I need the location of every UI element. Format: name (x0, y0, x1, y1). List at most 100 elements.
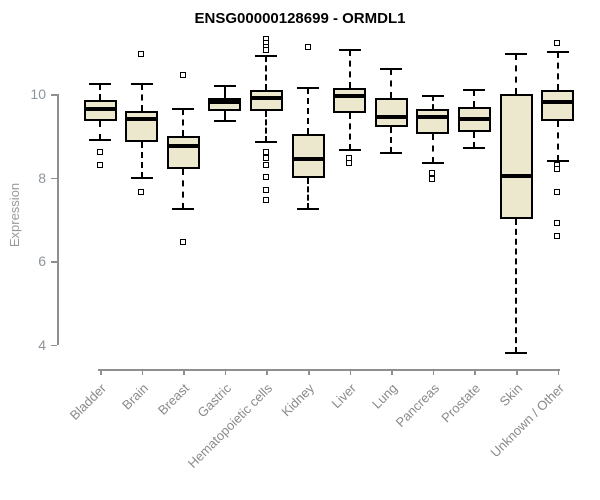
x-tick-unknown-other (557, 369, 560, 375)
box-brain (125, 110, 159, 143)
median-brain (125, 117, 159, 122)
whisker-cap-low-lung (380, 151, 403, 154)
whisker-cap-high-breast (172, 107, 195, 110)
outlier-unknown-other (554, 165, 561, 172)
whisker-high-bladder (99, 83, 101, 101)
x-tick-hematopoietic-cells (266, 369, 268, 375)
outlier-breast (179, 238, 186, 245)
whisker-cap-high-gastric (213, 84, 236, 87)
whisker-cap-high-brain (130, 82, 153, 85)
whisker-low-liver (348, 112, 351, 151)
y-tick (51, 94, 57, 96)
whisker-cap-low-prostate (463, 147, 486, 150)
whisker-high-skin (515, 54, 517, 94)
whisker-high-liver (348, 50, 351, 88)
whisker-high-gastric (223, 85, 226, 99)
whisker-low-hematopoietic-cells (265, 110, 268, 143)
whisker-cap-low-breast (172, 208, 195, 211)
whisker-low-lung (390, 127, 393, 153)
box-hematopoietic-cells (249, 89, 283, 111)
y-tick-label-4: 4 (38, 336, 46, 353)
whisker-cap-low-skin (505, 352, 527, 355)
whisker-high-brain (140, 83, 143, 111)
whisker-high-pancreas (431, 96, 434, 109)
outlier-kidney (304, 44, 311, 51)
whisker-cap-low-pancreas (421, 162, 444, 165)
median-pancreas (416, 115, 450, 119)
y-axis-line (57, 94, 59, 345)
x-tick-liver (349, 369, 352, 375)
y-tick (51, 261, 57, 263)
y-tick-label-10: 10 (30, 86, 46, 102)
outlier-bladder (96, 149, 103, 156)
whisker-cap-high-pancreas (421, 95, 444, 98)
outlier-bladder (96, 161, 103, 168)
outlier-hematopoietic-cells (262, 161, 269, 168)
whisker-high-breast (182, 108, 185, 136)
x-tick-bladder (100, 369, 102, 375)
box-pancreas (416, 108, 450, 134)
whisker-low-kidney (307, 177, 309, 210)
whisker-cap-high-prostate (463, 88, 486, 91)
x-tick-prostate (474, 369, 476, 375)
outlier-pancreas (429, 169, 436, 176)
y-tick-label-6: 6 (38, 253, 46, 270)
outlier-brain (138, 50, 145, 57)
whisker-low-unknown-other (556, 121, 559, 161)
x-tick-kidney (308, 369, 310, 375)
whisker-cap-low-brain (130, 176, 153, 179)
y-axis-label: Expression (7, 182, 22, 248)
whisker-cap-high-lung (380, 67, 403, 70)
whisker-cap-high-hematopoietic-cells (255, 55, 278, 58)
chart-title: ENSG00000128699 - ORMDL1 (194, 10, 406, 27)
outlier-unknown-other (554, 188, 561, 195)
median-liver (333, 94, 367, 99)
whisker-cap-high-bladder (89, 82, 111, 85)
median-kidney (291, 156, 325, 161)
median-breast (166, 144, 200, 149)
outlier-hematopoietic-cells (262, 155, 269, 162)
whisker-high-unknown-other (556, 52, 559, 90)
x-tick-pancreas (432, 369, 435, 375)
outlier-unknown-other (554, 232, 561, 239)
box-bladder (83, 100, 117, 122)
median-lung (374, 115, 408, 119)
outlier-hematopoietic-cells (262, 197, 269, 204)
box-breast (166, 135, 200, 170)
y-tick-label-8: 8 (38, 169, 46, 186)
x-tick-brain (141, 369, 144, 375)
whisker-cap-high-liver (338, 49, 361, 52)
median-bladder (83, 106, 117, 111)
outlier-breast (179, 71, 186, 78)
whisker-cap-low-kidney (297, 208, 319, 211)
x-tick-lung (391, 369, 393, 375)
median-unknown-other (541, 100, 575, 105)
outlier-hematopoietic-cells (262, 186, 269, 193)
outlier-liver (346, 159, 353, 166)
outlier-hematopoietic-cells (262, 174, 269, 181)
whisker-cap-high-skin (505, 53, 527, 56)
whisker-low-pancreas (431, 133, 434, 163)
median-skin (499, 173, 533, 178)
box-unknown-other (541, 89, 575, 122)
whisker-high-lung (390, 68, 393, 99)
whisker-low-bladder (99, 121, 101, 140)
median-prostate (457, 117, 491, 122)
x-axis-line (98, 369, 560, 371)
whisker-low-prostate (473, 131, 476, 149)
x-tick-gastric (224, 369, 227, 375)
whisker-high-hematopoietic-cells (265, 56, 268, 90)
outlier-hematopoietic-cells (262, 149, 269, 156)
whisker-cap-low-hematopoietic-cells (255, 141, 278, 144)
whisker-cap-low-gastric (213, 120, 236, 123)
box-liver (333, 87, 367, 113)
whisker-cap-low-bladder (89, 139, 111, 141)
whisker-high-prostate (473, 89, 476, 107)
outlier-unknown-other (554, 40, 561, 47)
outlier-brain (138, 188, 145, 195)
outlier-unknown-other (554, 220, 561, 227)
whisker-low-breast (182, 169, 185, 210)
y-tick (51, 177, 57, 180)
outlier-pancreas (429, 176, 436, 183)
